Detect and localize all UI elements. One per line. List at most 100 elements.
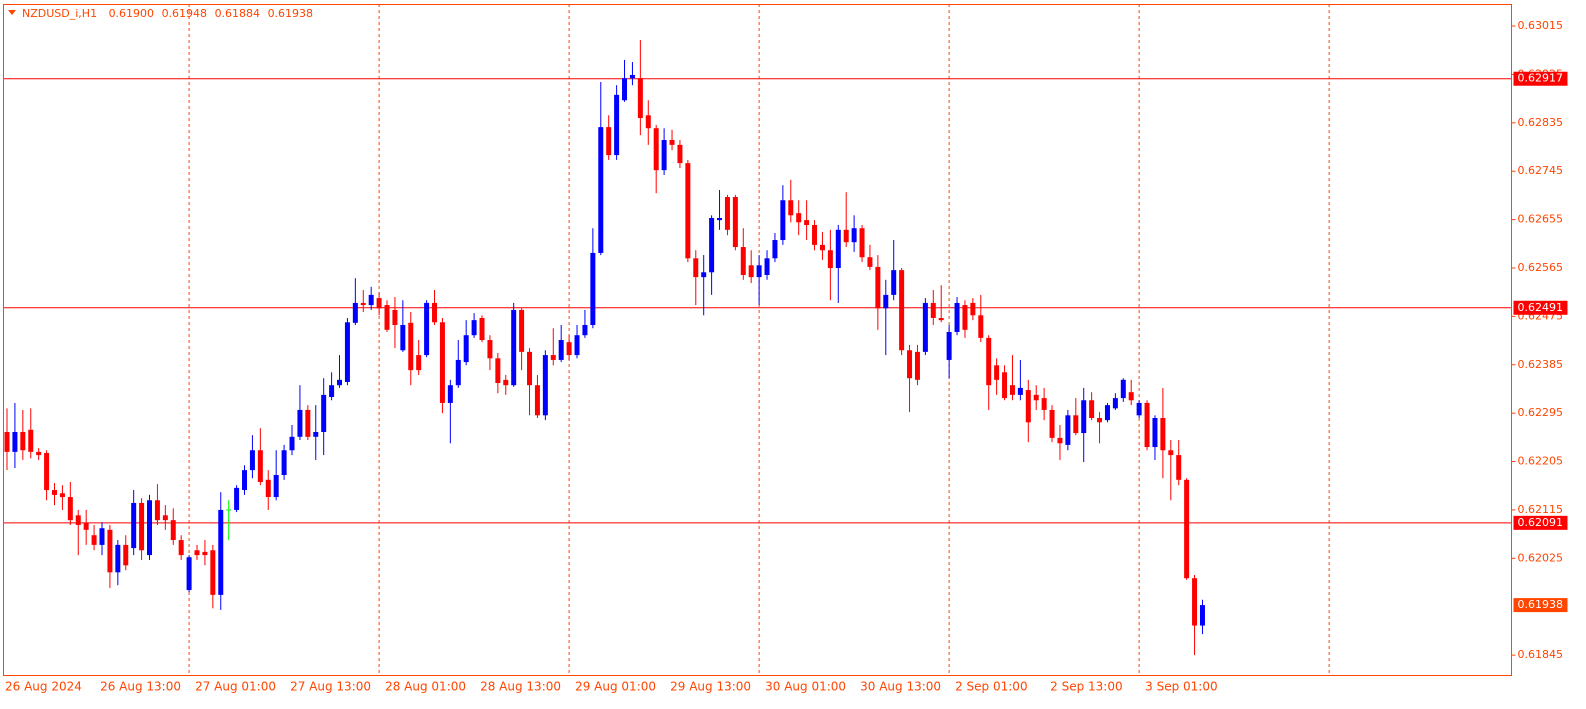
candle-body bbox=[67, 497, 73, 521]
candle-body bbox=[899, 270, 905, 351]
candle-body bbox=[566, 342, 572, 356]
candle-body bbox=[724, 197, 730, 230]
candle-body bbox=[519, 309, 525, 352]
candle-body bbox=[922, 302, 928, 352]
candle-body bbox=[218, 509, 224, 595]
candle-body bbox=[408, 322, 414, 371]
candle-body bbox=[139, 502, 145, 551]
candle-body bbox=[400, 324, 406, 351]
candle-body bbox=[677, 144, 683, 164]
candle-body bbox=[471, 320, 477, 336]
x-tick-label: 3 Sep 01:00 bbox=[1145, 680, 1217, 694]
candle-body bbox=[424, 302, 430, 356]
candle-body bbox=[439, 322, 445, 403]
candle-body bbox=[384, 305, 390, 330]
candle-body bbox=[305, 409, 311, 437]
candle-body bbox=[796, 213, 802, 223]
candle-body bbox=[622, 78, 628, 101]
candle-body bbox=[281, 450, 287, 475]
level-label: 0.62491 bbox=[1518, 301, 1564, 314]
candle-body bbox=[321, 394, 327, 432]
candle-body bbox=[590, 252, 596, 325]
x-tick-label: 29 Aug 01:00 bbox=[575, 680, 656, 694]
x-tick-label: 28 Aug 13:00 bbox=[480, 680, 561, 694]
candle-body bbox=[202, 551, 208, 556]
candle-body bbox=[1057, 437, 1063, 444]
candle-body bbox=[99, 528, 105, 545]
candle-body bbox=[511, 309, 517, 386]
candle-body bbox=[12, 431, 18, 452]
plot-frame bbox=[3, 4, 1512, 676]
y-tick-label: 0.61845 bbox=[1518, 648, 1564, 661]
candle-body bbox=[257, 450, 263, 482]
candles bbox=[4, 40, 1205, 656]
candle-body bbox=[210, 550, 216, 595]
candle-body bbox=[859, 228, 865, 258]
candle-body bbox=[392, 309, 398, 325]
candle-body bbox=[1199, 605, 1205, 626]
candle-body bbox=[1009, 385, 1015, 395]
x-tick-label: 30 Aug 13:00 bbox=[860, 680, 941, 694]
levels bbox=[3, 78, 1512, 524]
level-label-box bbox=[1513, 515, 1568, 530]
candle-body bbox=[1192, 578, 1198, 626]
candle-body bbox=[534, 385, 540, 416]
candle-body bbox=[249, 450, 255, 471]
candle-body bbox=[36, 451, 42, 456]
candle-body bbox=[827, 250, 833, 268]
x-tick-label: 27 Aug 13:00 bbox=[290, 680, 371, 694]
candle-body bbox=[131, 502, 137, 549]
candle-body bbox=[297, 409, 303, 437]
candle-body bbox=[376, 298, 382, 309]
candle-body bbox=[748, 265, 754, 278]
candle-body bbox=[313, 431, 319, 437]
x-tick-label: 2 Sep 13:00 bbox=[1050, 680, 1122, 694]
x-tick-label: 27 Aug 01:00 bbox=[195, 680, 276, 694]
candle-body bbox=[265, 479, 271, 498]
current-price-box bbox=[1513, 598, 1568, 613]
y-tick-label: 0.62745 bbox=[1518, 164, 1564, 177]
candle-body bbox=[83, 522, 89, 530]
candle-body bbox=[1120, 379, 1126, 399]
candle-body bbox=[946, 331, 952, 360]
level-label: 0.62091 bbox=[1518, 516, 1564, 529]
candle-body bbox=[835, 229, 841, 268]
candle-body bbox=[550, 355, 556, 360]
candle-body bbox=[709, 217, 715, 273]
y-tick-label: 0.62025 bbox=[1518, 551, 1564, 564]
candle-body bbox=[954, 302, 960, 332]
candle-body bbox=[685, 163, 691, 259]
candle-body bbox=[1073, 415, 1079, 434]
candle-body bbox=[637, 78, 643, 118]
candle-body bbox=[1160, 417, 1166, 451]
candle-body bbox=[162, 515, 168, 521]
y-tick-label: 0.62295 bbox=[1518, 406, 1564, 419]
candle-body bbox=[352, 302, 358, 323]
candle-body bbox=[938, 317, 944, 321]
header: NZDUSD_i,H1 0.61900 0.61948 0.61884 0.61… bbox=[22, 7, 313, 20]
candle-body bbox=[788, 200, 794, 216]
x-tick-label: 29 Aug 13:00 bbox=[670, 680, 751, 694]
header-close: 0.61938 bbox=[268, 7, 314, 20]
candle-body bbox=[978, 315, 984, 338]
candle-body bbox=[178, 540, 184, 556]
candle-body bbox=[740, 247, 746, 275]
candle-body bbox=[875, 266, 881, 309]
candle-body bbox=[1065, 415, 1071, 445]
candle-body bbox=[416, 355, 422, 371]
y-tick-label: 0.62565 bbox=[1518, 261, 1564, 274]
candle-body bbox=[843, 229, 849, 243]
candle-body bbox=[606, 127, 612, 156]
candle-body bbox=[645, 115, 651, 129]
y-tick-label: 0.62835 bbox=[1518, 116, 1564, 129]
candle-body bbox=[368, 294, 374, 306]
candle-body bbox=[503, 379, 509, 386]
candle-body bbox=[4, 431, 10, 452]
candle-body bbox=[1144, 402, 1150, 448]
candle-body bbox=[447, 385, 453, 403]
candle-body bbox=[1128, 392, 1134, 401]
candle-body bbox=[75, 515, 81, 525]
candle-body bbox=[986, 337, 992, 386]
candle-body bbox=[669, 140, 675, 145]
candle-body bbox=[598, 127, 604, 253]
